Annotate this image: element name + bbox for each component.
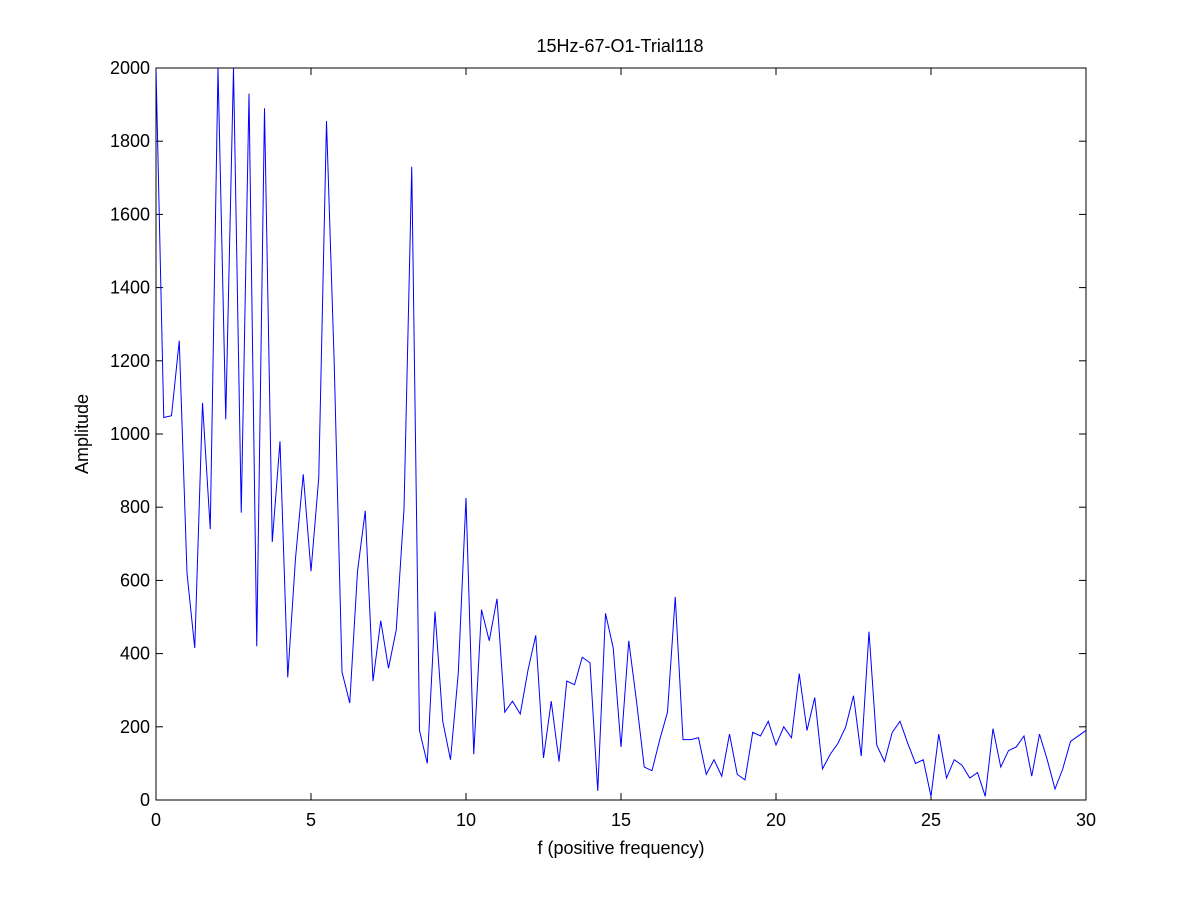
x-axis-label: f (positive frequency) xyxy=(537,838,704,858)
series-line-1 xyxy=(156,68,1086,797)
y-tick-label: 400 xyxy=(120,644,150,664)
y-axis: 0 200 400 600 800 1000 1200 1400 1600 1800 2000 xyxy=(110,58,1086,810)
x-tick-label: 15 xyxy=(611,810,631,830)
x-tick-label: 30 xyxy=(1076,810,1096,830)
chart-title: 15Hz-67-O1-Trial118 xyxy=(536,36,703,56)
y-tick-label: 200 xyxy=(120,717,150,737)
y-tick-label: 0 xyxy=(140,790,150,810)
y-axis-label: Amplitude xyxy=(72,394,92,474)
x-tick-label: 25 xyxy=(921,810,941,830)
x-tick-label: 5 xyxy=(306,810,316,830)
y-tick-label: 600 xyxy=(120,570,150,590)
plot-area xyxy=(155,67,1087,801)
x-tick-label: 0 xyxy=(151,810,161,830)
x-axis: 0 5 10 15 20 25 30 xyxy=(151,68,1096,830)
y-tick-label: 1400 xyxy=(110,278,150,298)
x-tick-label: 10 xyxy=(456,810,476,830)
y-tick-label: 1800 xyxy=(110,131,150,151)
y-tick-label: 800 xyxy=(120,497,150,517)
y-tick-label: 1000 xyxy=(110,424,150,444)
x-tick-label: 20 xyxy=(766,810,786,830)
y-tick-label: 2000 xyxy=(110,58,150,78)
y-tick-label: 1200 xyxy=(110,351,150,371)
series-layer xyxy=(156,68,1086,797)
y-tick-label: 1600 xyxy=(110,204,150,224)
